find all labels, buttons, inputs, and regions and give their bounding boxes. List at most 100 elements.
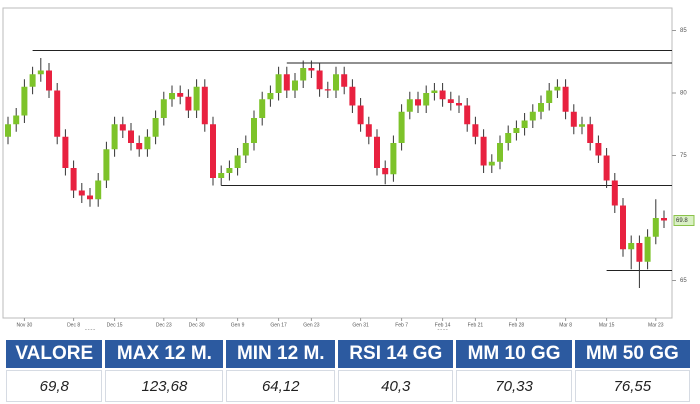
- candle-body: [201, 86, 208, 125]
- x-tick-label: Gen 31: [352, 322, 369, 328]
- candle-body: [111, 124, 118, 150]
- year-label: 2022: [84, 329, 95, 330]
- stats-table: VALORE MAX 12 M. MIN 12 M. RSI 14 GG MM 10 G…: [3, 338, 693, 404]
- candle-body: [661, 218, 667, 221]
- candle-body: [415, 99, 421, 106]
- candle-body: [152, 118, 159, 137]
- x-tick-label: Dec 15: [107, 322, 123, 328]
- x-tick-label: Feb 28: [509, 322, 525, 328]
- candle-body: [562, 86, 569, 112]
- candle-body: [603, 155, 610, 181]
- value-cell: 76,55: [574, 370, 690, 402]
- candle-body: [210, 124, 216, 178]
- candle-body: [521, 120, 528, 128]
- candle-body: [546, 90, 553, 103]
- candle-body: [505, 133, 512, 143]
- candle-body: [267, 93, 274, 100]
- value-cell: 40,3: [338, 370, 454, 402]
- candle-body: [21, 86, 28, 116]
- header-row: VALORE MAX 12 M. MIN 12 M. RSI 14 GG MM 10 G…: [6, 340, 690, 368]
- header-cell: MAX 12 M.: [105, 340, 224, 368]
- candle-body: [119, 124, 126, 131]
- value-cell: 69,8: [6, 370, 103, 402]
- candle-body: [78, 190, 85, 196]
- candle-body: [169, 93, 175, 100]
- candle-body: [259, 99, 266, 118]
- value-cell: 123,68: [105, 370, 224, 402]
- chart: 65 75 80 85 Nov 30 Dec 8 Dec 15 Dec 23 Dec 30 Gen…: [2, 7, 695, 330]
- x-tick-label: Mar 8: [559, 322, 572, 328]
- candle-body: [333, 74, 339, 91]
- candle-body: [136, 143, 143, 150]
- y-tick-label: 85: [680, 28, 687, 34]
- candle-body: [570, 111, 577, 127]
- x-tick-label: Gen 9: [231, 322, 245, 328]
- candle-body: [513, 128, 520, 133]
- x-tick-label: Gen 17: [270, 322, 287, 328]
- x-tick-label: Dec 30: [189, 322, 205, 328]
- candle-body: [423, 93, 430, 106]
- header-cell: MM 50 GG: [574, 340, 690, 368]
- candle-body: [439, 90, 446, 100]
- x-tick-label: Dec 8: [67, 322, 80, 328]
- candle-body: [554, 86, 561, 91]
- candle-body: [611, 180, 618, 206]
- candle-body: [644, 236, 651, 262]
- candle-body: [382, 168, 389, 175]
- candle-body: [234, 155, 241, 168]
- candle-body: [185, 96, 192, 111]
- candle-body: [87, 195, 93, 200]
- candle-body: [292, 80, 298, 91]
- y-tick-label: 75: [680, 153, 687, 159]
- candle-body: [538, 103, 544, 112]
- candle-body: [595, 143, 602, 156]
- y-tick-label: 65: [680, 278, 687, 284]
- candle-body: [300, 68, 307, 81]
- x-tick-label: Nov 30: [16, 322, 32, 328]
- candle-body: [103, 149, 110, 181]
- candle-body: [480, 136, 487, 166]
- header-cell: RSI 14 GG: [338, 340, 454, 368]
- candle-body: [587, 124, 594, 143]
- candle-body: [283, 74, 290, 91]
- header-cell: VALORE: [6, 340, 103, 368]
- candle-body: [177, 93, 184, 97]
- x-tick-label: Feb 14: [435, 322, 451, 328]
- x-tick-label: Feb 21: [468, 322, 484, 328]
- x-tick-label: Feb 7: [395, 322, 408, 328]
- candle-body: [193, 86, 200, 111]
- candle-body: [341, 74, 348, 87]
- candle-body: [308, 68, 315, 71]
- y-tick-label: 80: [680, 91, 687, 97]
- candle-body: [620, 205, 626, 250]
- candle-body: [226, 168, 233, 173]
- candle-body: [5, 124, 11, 137]
- x-tick-label: Gen 23: [303, 322, 320, 328]
- x-tick-label: Dec 23: [156, 322, 172, 328]
- price-tag-box: [673, 215, 695, 226]
- candle-body: [406, 99, 413, 112]
- candle-body: [144, 136, 151, 150]
- candle-body: [242, 143, 249, 156]
- candle-body: [37, 70, 44, 75]
- candle-body: [374, 136, 380, 168]
- price-tag: 69.8: [676, 218, 688, 224]
- value-cell: 64,12: [226, 370, 336, 402]
- candle-body: [70, 168, 77, 191]
- candle-body: [652, 218, 659, 237]
- candle-body: [128, 130, 134, 143]
- candle-body: [316, 70, 323, 90]
- candle-body: [251, 118, 257, 143]
- candle-body: [628, 243, 635, 250]
- table-body: 69,8 123,68 64,12 40,3 70,33 76,55: [6, 370, 690, 402]
- candle-body: [636, 243, 643, 262]
- candle-body: [349, 86, 356, 106]
- header-cell: MIN 12 M.: [226, 340, 336, 368]
- candle-body: [324, 89, 331, 91]
- candle-body: [464, 105, 471, 125]
- plot-frame: [2, 7, 673, 319]
- candle-body: [54, 90, 61, 137]
- candle-body: [431, 90, 438, 93]
- x-tick-label: Mar 15: [599, 322, 615, 328]
- table-row: 69,8 123,68 64,12 40,3 70,33 76,55: [6, 370, 690, 402]
